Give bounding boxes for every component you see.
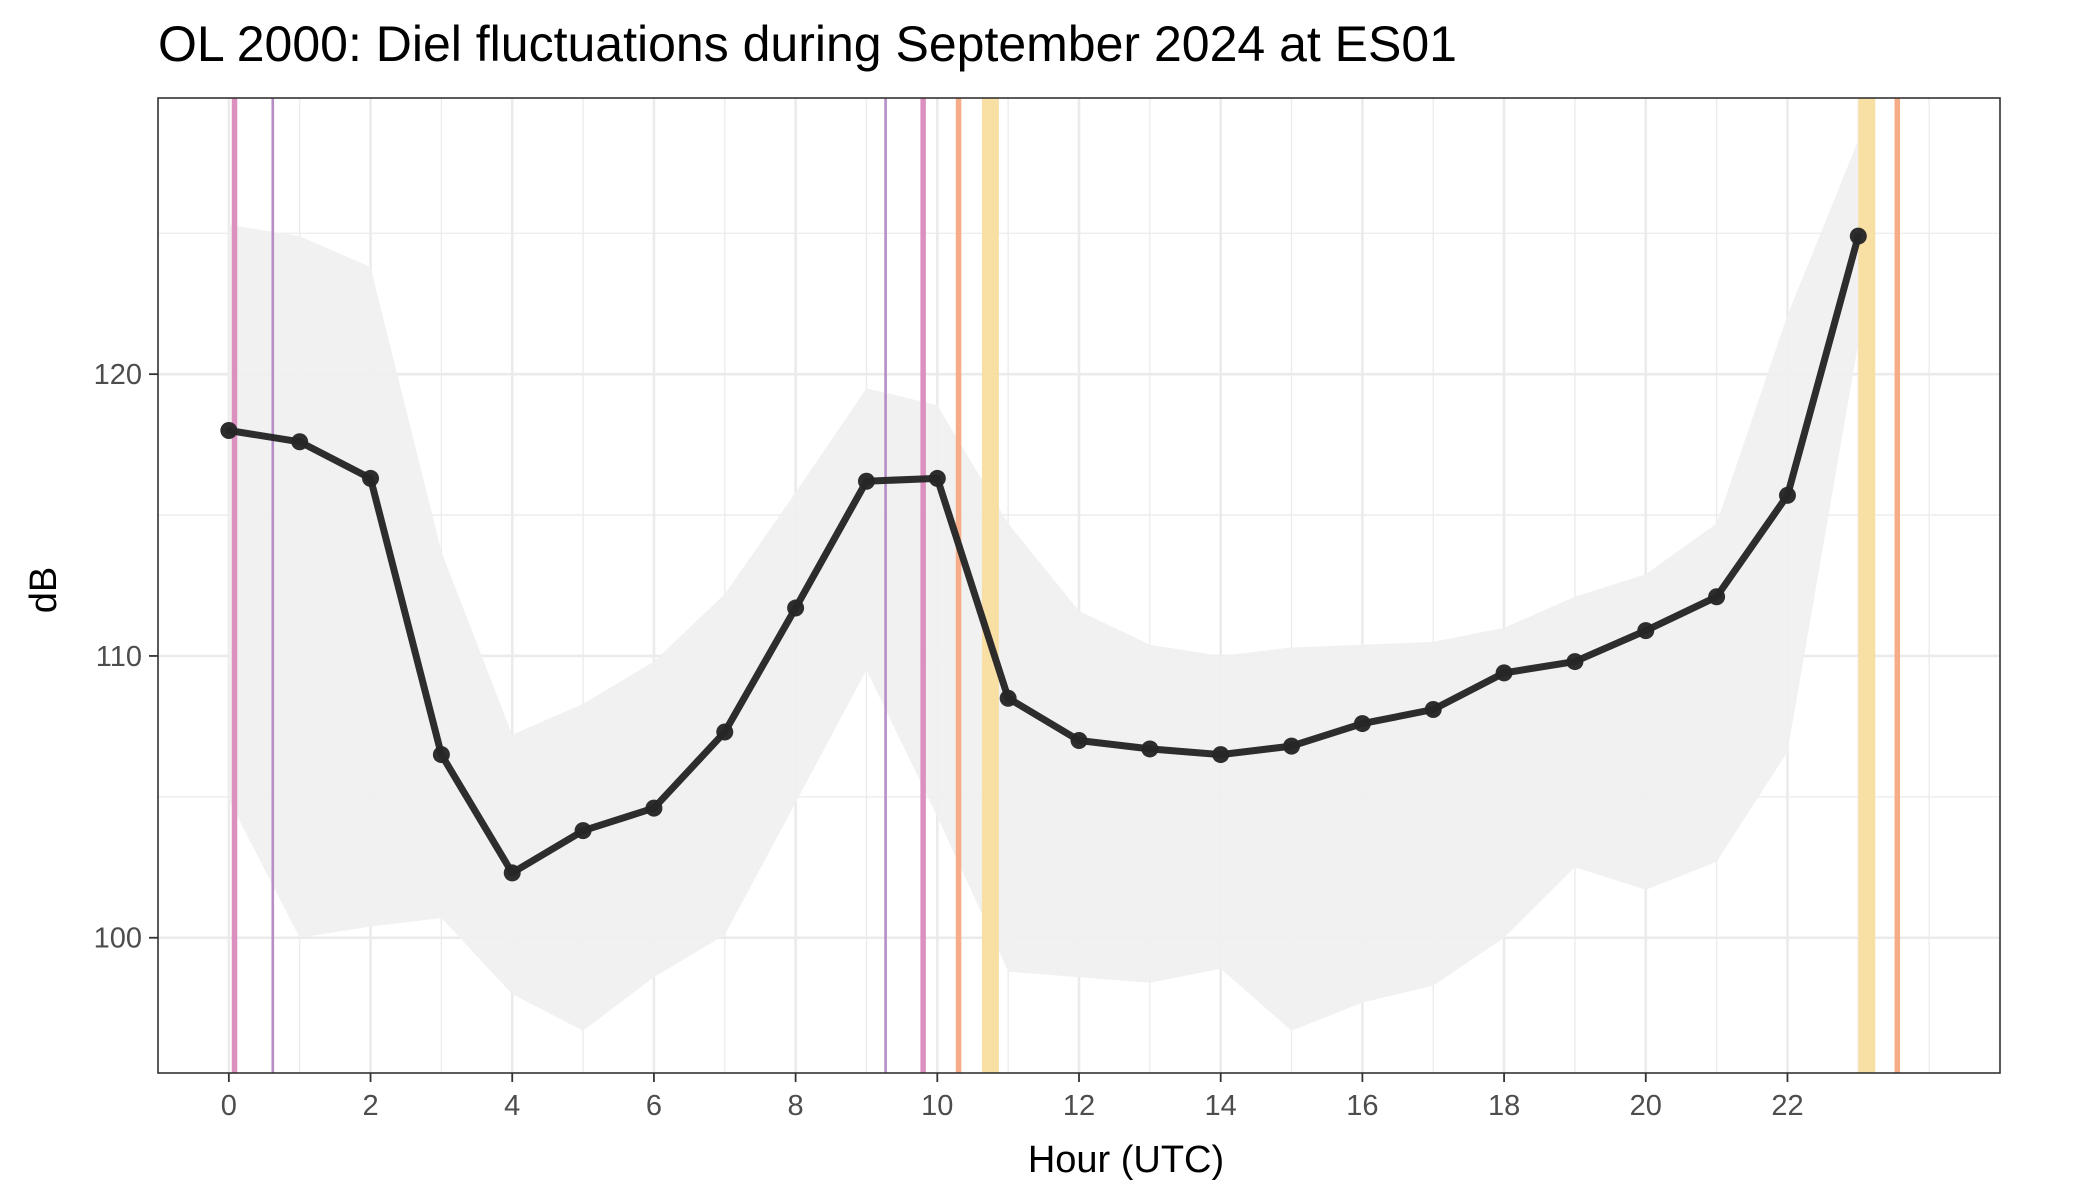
data-point [362,469,380,487]
y-tick-label: 120 [94,359,142,391]
data-point [1070,731,1088,749]
series-layer [220,227,1867,882]
data-point [1849,227,1867,245]
data-point [999,689,1017,707]
y-axis: 100 110 120 [94,359,158,955]
data-point [1283,737,1301,755]
chart-title: OL 2000: Diel fluctuations during Septem… [158,16,1457,72]
x-axis-title: Hour (UTC) [1028,1139,1224,1181]
x-tick-label: 2 [362,1090,378,1122]
data-point [1141,740,1159,758]
x-tick-label: 6 [646,1090,662,1122]
y-axis-title: dB [23,567,65,613]
x-tick-label: 4 [504,1090,520,1122]
x-tick-label: 0 [221,1090,237,1122]
data-point [574,822,592,840]
x-tick-label: 20 [1630,1090,1662,1122]
x-tick-label: 14 [1205,1090,1237,1122]
data-point [1637,622,1655,640]
x-tick-label: 22 [1771,1090,1803,1122]
data-point [645,799,663,817]
data-point [1495,664,1513,682]
data-point [1353,715,1371,733]
data-point [787,599,805,617]
data-point [928,469,946,487]
y-tick-label: 110 [96,641,142,673]
data-point [857,472,875,490]
series-line [225,232,1862,877]
data-point [432,746,450,764]
data-point [220,422,238,440]
data-point [1708,588,1726,606]
data-point [291,433,309,451]
x-tick-label: 8 [788,1090,804,1122]
data-point [1424,700,1442,718]
x-tick-label: 16 [1346,1090,1378,1122]
confidence-band [228,140,1859,1031]
confidence-band-layer [228,140,1859,1031]
data-point [1778,486,1796,504]
event-lines-layer [231,98,1901,1073]
data-point [1212,746,1230,764]
x-axis: 0 2 4 6 8 10 12 14 16 18 20 22 [221,1073,1804,1122]
x-tick-label: 18 [1488,1090,1520,1122]
x-tick-label: 10 [921,1090,953,1122]
y-tick-label: 100 [94,923,142,955]
data-point [1566,653,1584,671]
x-tick-label: 12 [1063,1090,1095,1122]
data-point [503,864,521,882]
data-point [716,723,734,741]
